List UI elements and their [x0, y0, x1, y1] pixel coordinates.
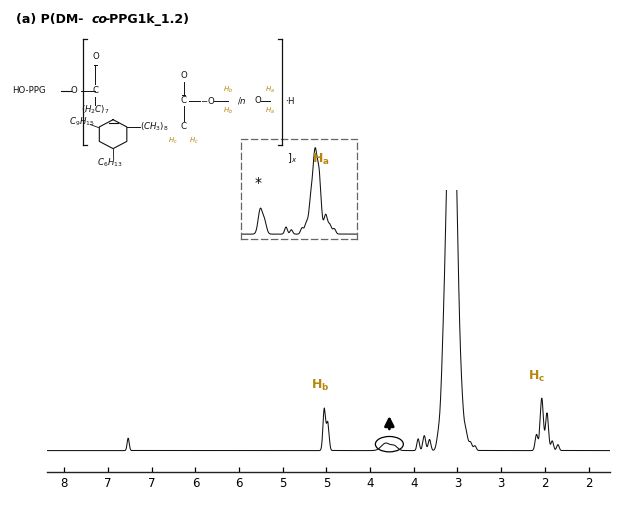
Text: $\mathbf{H_c}$: $\mathbf{H_c}$: [528, 369, 545, 384]
Text: co: co: [92, 13, 108, 26]
Text: $H_b$: $H_b$: [223, 85, 233, 95]
Text: C: C: [93, 86, 98, 95]
Text: $\mathbf{H_b}$: $\mathbf{H_b}$: [311, 378, 329, 393]
Text: $H_a$: $H_a$: [265, 85, 275, 95]
Text: $H_a$: $H_a$: [265, 106, 275, 116]
Text: $H_c$: $H_c$: [189, 136, 199, 147]
Text: $]_x$: $]_x$: [287, 151, 297, 165]
Text: O: O: [254, 96, 261, 105]
Text: -PPG1k_1.2): -PPG1k_1.2): [105, 13, 190, 26]
Text: $/n$: $/n$: [237, 95, 247, 106]
Text: *: *: [255, 175, 262, 189]
Text: O: O: [92, 52, 99, 62]
Text: $-$O: $-$O: [200, 95, 215, 106]
Text: $\mathbf{H_a}$: $\mathbf{H_a}$: [312, 151, 329, 167]
Text: C: C: [181, 123, 187, 131]
Text: $(CH_3)_8$: $(CH_3)_8$: [140, 121, 169, 133]
Text: $C_9H_{15}$: $C_9H_{15}$: [69, 115, 95, 128]
Text: $H_b$: $H_b$: [223, 106, 233, 116]
Text: O: O: [71, 86, 78, 95]
Text: O: O: [180, 71, 187, 80]
Text: $C_6H_{13}$: $C_6H_{13}$: [97, 157, 123, 169]
Text: $H_c$: $H_c$: [168, 136, 178, 147]
Text: $\cdot$H: $\cdot$H: [285, 95, 295, 106]
Text: C: C: [181, 96, 187, 105]
Text: HO-PPG: HO-PPG: [13, 86, 46, 95]
Text: $(H_2C)_7$: $(H_2C)_7$: [81, 104, 110, 116]
Text: (a) P(DM-: (a) P(DM-: [16, 13, 83, 26]
